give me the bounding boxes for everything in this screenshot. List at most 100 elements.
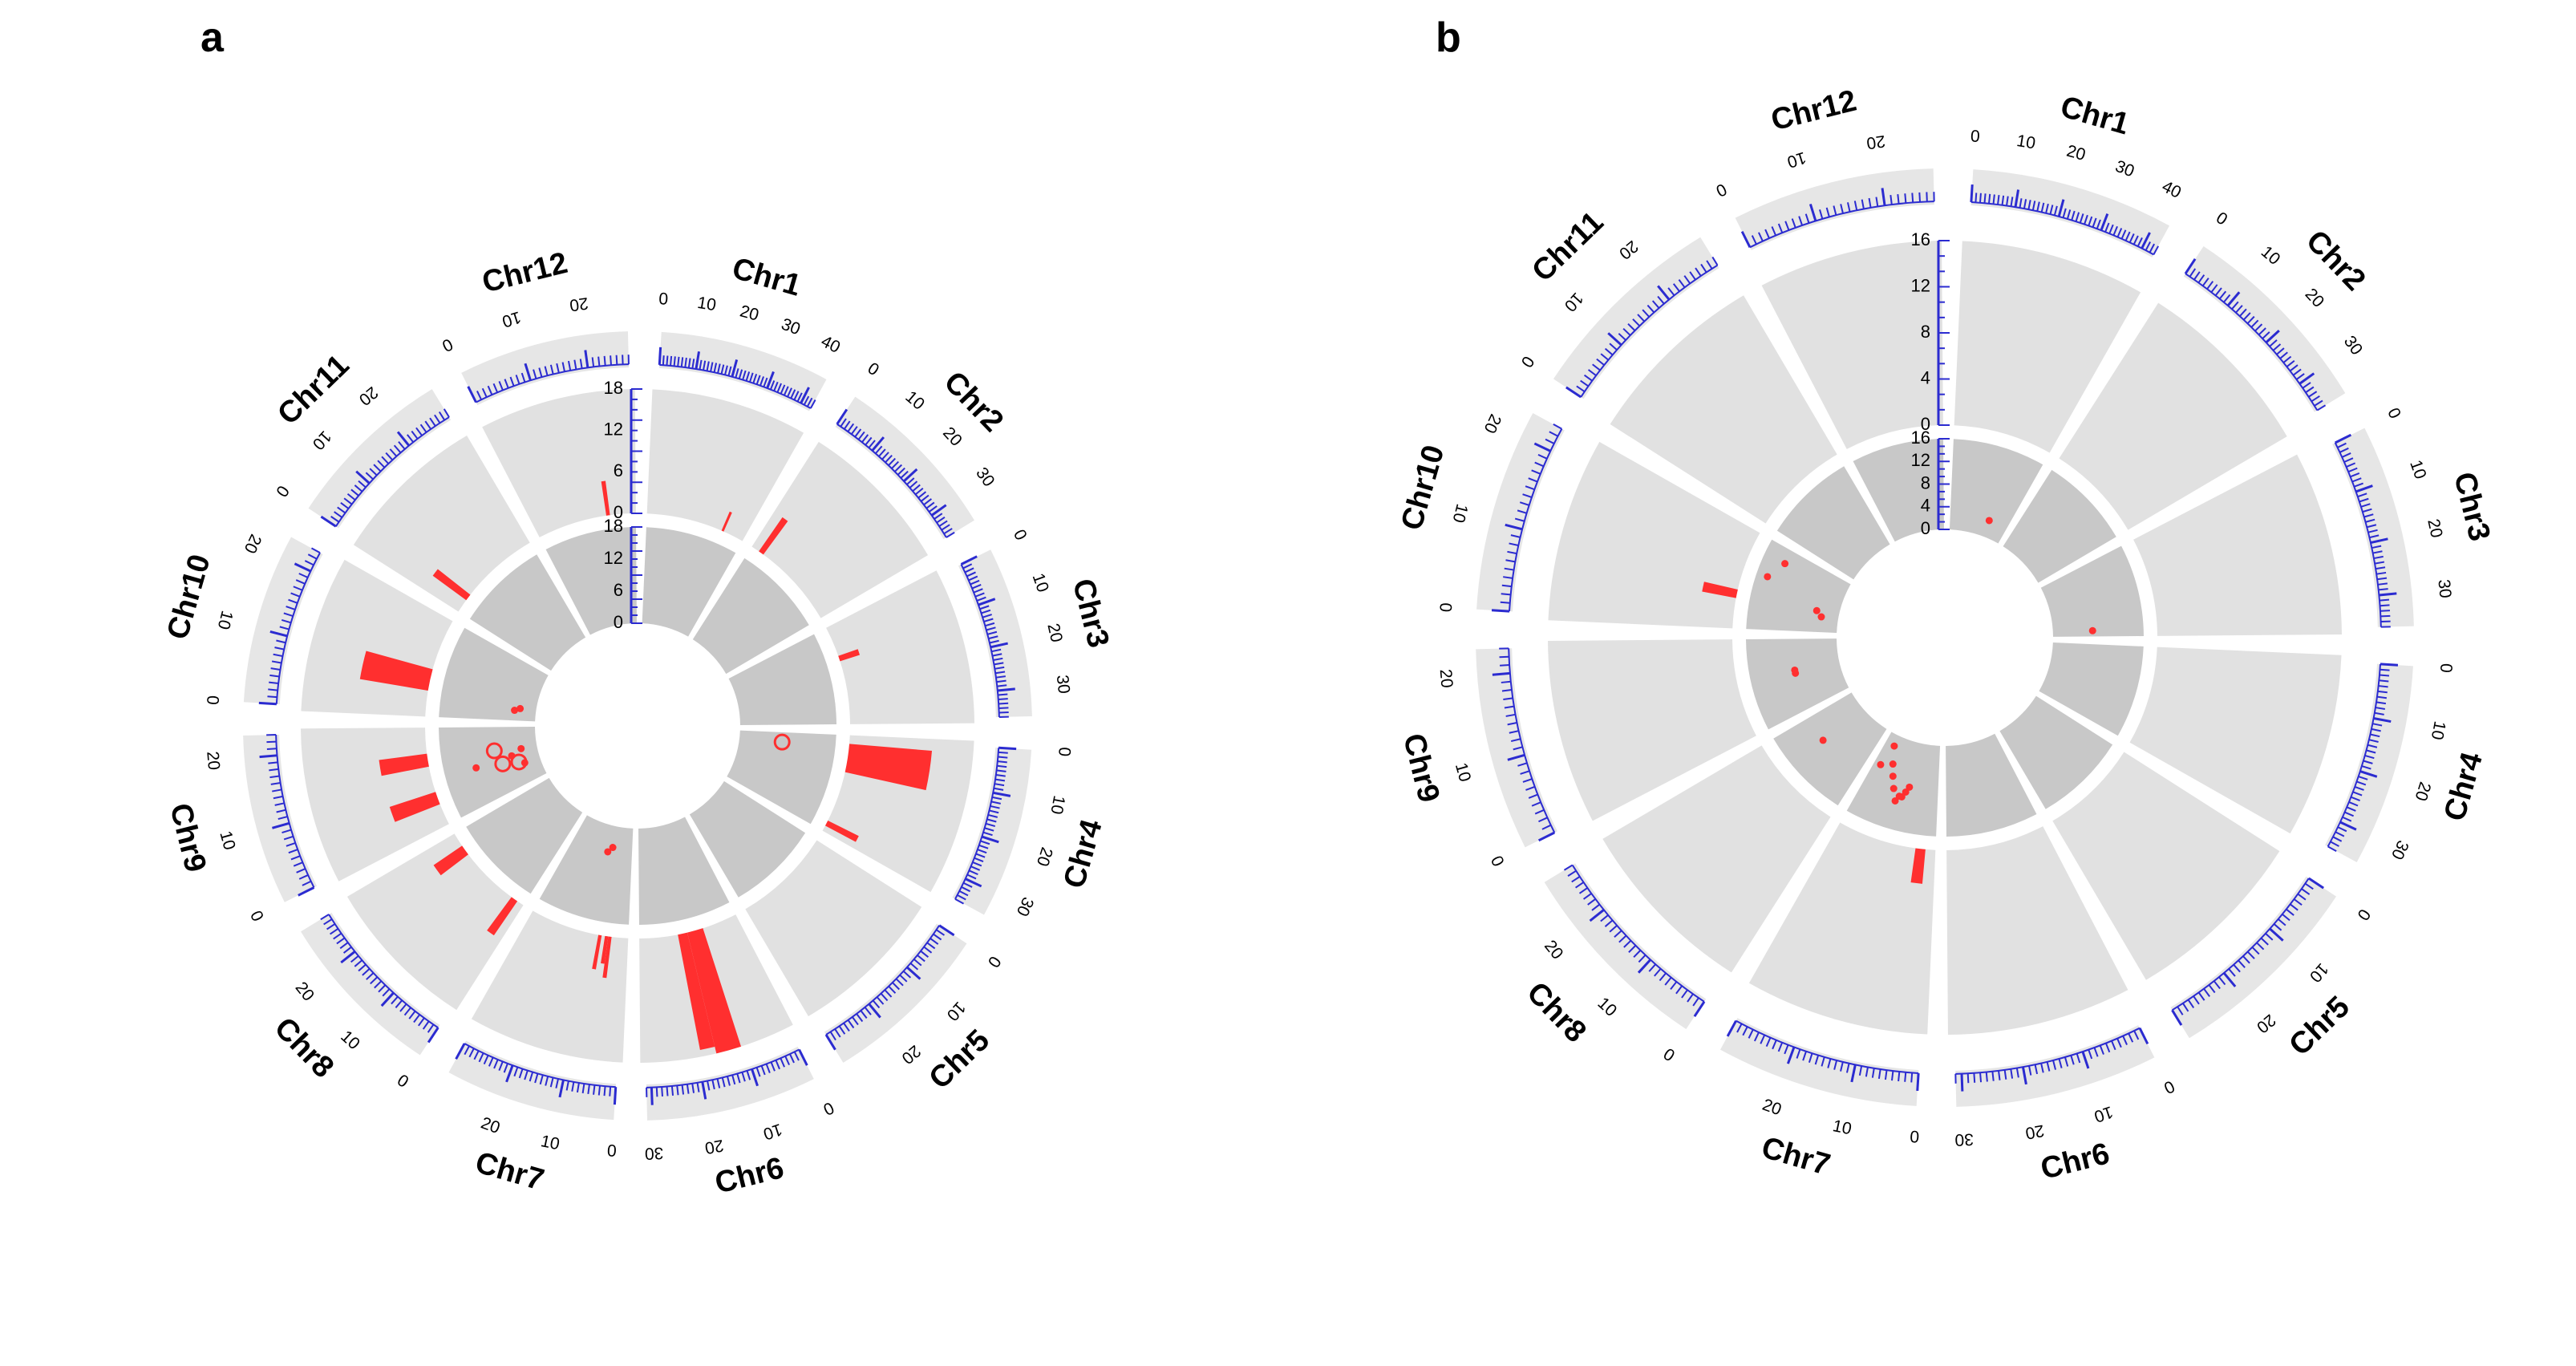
tick-chr6	[2046, 1061, 2051, 1072]
tick-chr4	[994, 787, 1004, 791]
tick-chr1	[2040, 202, 2045, 213]
tick-chr4	[2351, 796, 2360, 801]
outer-track-sector-chr8	[346, 833, 524, 1011]
tick-chr8	[1591, 903, 1601, 911]
tick-chr11	[1657, 295, 1665, 305]
outer-track-axis-label: 16	[1911, 229, 1930, 249]
tick-chr1	[713, 363, 718, 373]
tick-chr10	[1537, 453, 1548, 460]
tick-chr4	[968, 869, 978, 876]
tick-label-chr2: 20	[2302, 285, 2328, 311]
tick-chr8	[1567, 869, 1577, 877]
tick-chr3	[996, 679, 1007, 683]
tick-chr8	[1681, 989, 1688, 999]
tick-chr8	[1589, 909, 1605, 922]
tick-chr4	[2367, 744, 2378, 748]
tick-chr2	[2295, 373, 2305, 380]
tick-chr1	[662, 355, 665, 366]
tick-chr11	[373, 464, 382, 472]
outer-bar-chr10	[1702, 582, 1738, 598]
tick-chr2	[2282, 355, 2292, 363]
tick-chr12	[1911, 193, 1914, 203]
tick-label-chr2: 20	[939, 424, 966, 450]
tick-chr4	[984, 827, 994, 832]
tick-chr2	[2276, 347, 2285, 355]
tick-chr1	[803, 395, 810, 406]
tick-chr7	[603, 1086, 606, 1096]
tick-chr8	[1618, 934, 1627, 943]
tick-chr1	[2153, 245, 2159, 255]
outer-track-axis-label: 12	[604, 419, 623, 439]
tick-chr8	[1614, 930, 1622, 938]
tick-chr12	[1758, 232, 1764, 242]
tick-chr2	[2299, 372, 2315, 385]
tick-chr1	[755, 375, 761, 385]
inner-point-chr10	[516, 704, 525, 712]
tick-chr3	[992, 653, 1002, 657]
tick-chr11	[1583, 374, 1593, 382]
tick-chr5	[872, 999, 881, 1009]
tick-chr6	[2076, 1053, 2081, 1064]
tick-chr11	[411, 430, 419, 440]
tick-chr7	[503, 1063, 508, 1073]
tick-chr4	[2376, 701, 2387, 705]
outer-bar-chr4	[844, 744, 933, 791]
tick-chr8	[336, 937, 346, 945]
tick-chr4	[985, 822, 996, 828]
tick-chr7	[1865, 1067, 1869, 1077]
tick-chr11	[343, 497, 353, 505]
tick-chr5	[899, 974, 908, 983]
tick-chr6	[691, 1083, 695, 1093]
tick-label-chr11: 20	[355, 383, 382, 409]
ideogram-chr1	[659, 331, 827, 411]
outer-bar-chr7	[1910, 848, 1926, 884]
outer-track-sector-chr1	[646, 389, 804, 541]
tick-chr6	[2034, 1064, 2039, 1075]
outer-track-sector-chr6	[1946, 826, 2128, 1035]
tick-chr7	[593, 1084, 596, 1095]
tick-chr5	[2307, 877, 2324, 890]
tick-chr7	[1765, 1037, 1772, 1048]
inner-point-chr9	[517, 744, 525, 752]
outer-bar-chr9	[389, 792, 440, 822]
tick-chr2	[874, 445, 883, 455]
tick-chr8	[382, 988, 391, 997]
tick-chr7	[555, 1078, 559, 1088]
tick-chr8	[1623, 939, 1632, 948]
tick-chr9	[277, 816, 288, 821]
tick-label-chr4: 0	[1055, 747, 1074, 757]
tick-chr1	[1979, 193, 1982, 203]
tick-label-chr6: 0	[2161, 1076, 2177, 1097]
tick-baseline-chr8	[1571, 864, 1705, 1003]
tick-chr11	[369, 468, 378, 476]
tick-chr10	[290, 592, 301, 598]
tick-chr8	[1628, 945, 1637, 953]
ideogram-chr4	[952, 748, 1032, 915]
tick-chr6	[2028, 1065, 2032, 1076]
tick-chr1	[780, 384, 786, 395]
outer-bar-chr10	[359, 651, 433, 691]
tick-chr10	[304, 560, 314, 566]
outer-bar-chr6	[687, 928, 742, 1054]
tick-label-chr4: 10	[2428, 719, 2449, 741]
tick-chr8	[339, 942, 349, 950]
tick-chr7	[613, 1087, 618, 1105]
tick-chr11	[365, 472, 374, 480]
tick-chr2	[2210, 284, 2218, 293]
tick-chr5	[920, 950, 930, 958]
tick-chr6	[751, 1068, 759, 1087]
outer-track-sector-chr9	[1548, 639, 1756, 821]
tick-chr11	[1622, 327, 1631, 336]
tick-chr7	[539, 1074, 544, 1085]
tick-chr9	[1507, 753, 1525, 761]
tick-chr2	[2246, 315, 2255, 324]
tick-chr6	[726, 1076, 731, 1086]
tick-chr1	[2096, 219, 2101, 229]
tick-chr4	[990, 805, 1000, 809]
tick-chr2	[891, 460, 900, 469]
tick-label-chr1: 40	[2159, 177, 2184, 202]
tick-label-chr1: 30	[2112, 157, 2137, 181]
tick-label-chr1: 20	[738, 302, 761, 324]
inner-track-sector-chr10	[1746, 539, 1851, 634]
tick-chr11	[346, 492, 356, 501]
